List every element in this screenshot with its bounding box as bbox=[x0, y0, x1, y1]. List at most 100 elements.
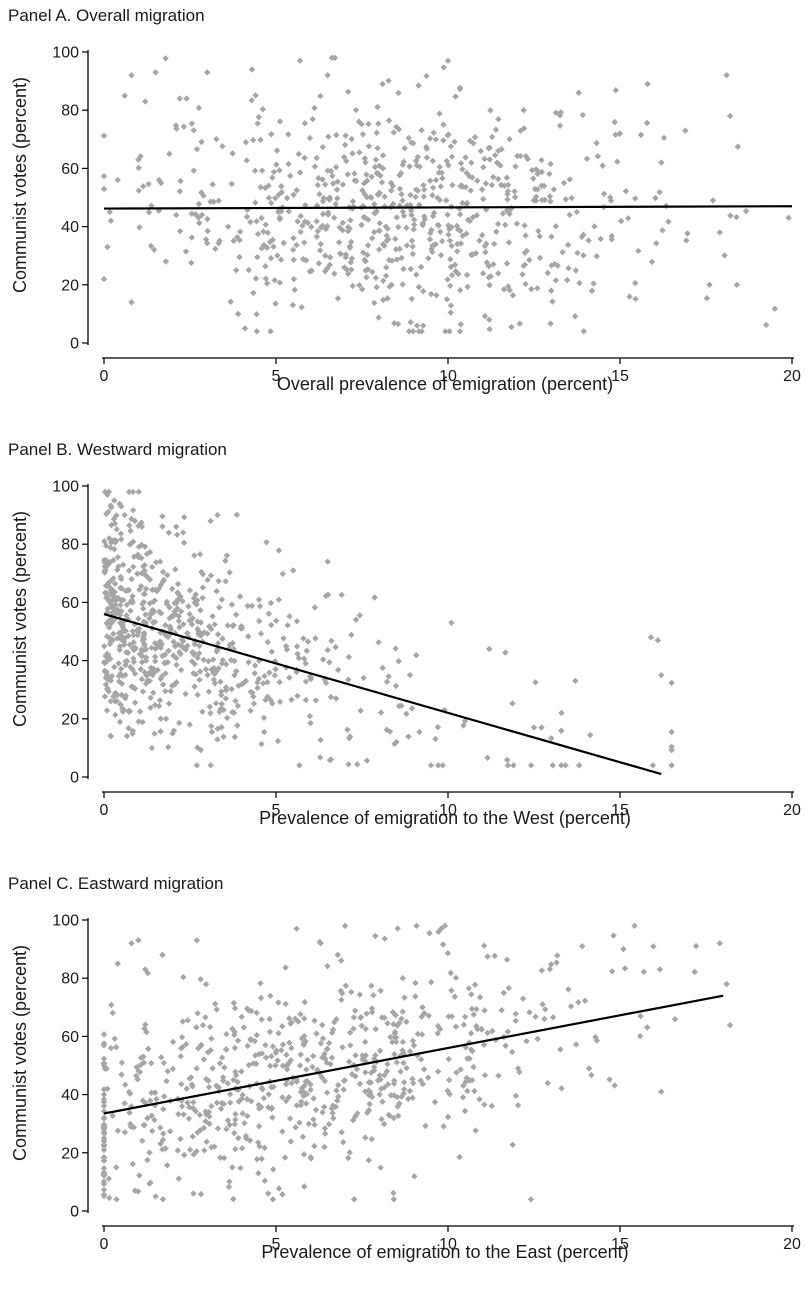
data-point bbox=[166, 150, 173, 158]
data-point bbox=[592, 1033, 599, 1041]
data-point bbox=[181, 513, 188, 521]
data-point bbox=[207, 517, 214, 525]
data-point bbox=[384, 1020, 391, 1027]
data-point bbox=[301, 1082, 308, 1089]
data-point bbox=[231, 1129, 238, 1137]
data-point bbox=[165, 700, 173, 707]
data-point bbox=[521, 222, 528, 229]
data-point bbox=[112, 711, 119, 719]
data-point bbox=[236, 228, 244, 235]
data-point bbox=[324, 211, 332, 218]
data-point bbox=[410, 216, 418, 223]
data-point bbox=[320, 194, 327, 202]
data-point bbox=[303, 1066, 310, 1073]
data-point bbox=[550, 186, 558, 193]
data-point bbox=[326, 659, 333, 666]
data-point bbox=[457, 321, 464, 328]
data-point bbox=[231, 733, 239, 741]
data-point bbox=[419, 219, 427, 227]
data-point bbox=[683, 237, 690, 244]
data-point bbox=[112, 1044, 120, 1051]
data-point bbox=[471, 1087, 478, 1095]
data-point bbox=[451, 993, 458, 1000]
data-point bbox=[235, 1134, 242, 1142]
data-point bbox=[134, 551, 142, 558]
data-point bbox=[422, 1122, 429, 1130]
data-point bbox=[468, 991, 475, 998]
data-point bbox=[114, 960, 121, 967]
data-point bbox=[411, 1173, 418, 1180]
data-point bbox=[444, 276, 451, 283]
data-point bbox=[384, 295, 391, 302]
data-point bbox=[434, 1068, 442, 1075]
data-point bbox=[465, 985, 473, 992]
data-point bbox=[318, 1074, 326, 1081]
data-point bbox=[158, 1054, 165, 1061]
data-point bbox=[403, 710, 410, 717]
data-point bbox=[420, 181, 427, 189]
data-point bbox=[419, 288, 427, 295]
data-point bbox=[197, 976, 204, 983]
x-tick-label: 5 bbox=[272, 1236, 281, 1253]
data-point bbox=[530, 724, 538, 731]
data-point bbox=[457, 182, 464, 190]
data-point bbox=[440, 64, 447, 71]
data-point bbox=[178, 1033, 186, 1041]
data-point bbox=[336, 250, 344, 257]
data-point bbox=[626, 293, 633, 300]
data-point bbox=[386, 283, 393, 290]
data-point bbox=[491, 952, 498, 960]
fit-line-group bbox=[103, 205, 793, 210]
data-point bbox=[549, 1014, 557, 1021]
data-point bbox=[447, 143, 455, 150]
data-point bbox=[329, 1109, 336, 1117]
data-point bbox=[367, 193, 374, 201]
data-point bbox=[356, 1080, 364, 1088]
data-point bbox=[109, 1009, 116, 1017]
data-point bbox=[272, 617, 280, 624]
data-point bbox=[350, 1014, 358, 1021]
data-point bbox=[484, 754, 491, 762]
data-point bbox=[262, 1041, 269, 1049]
data-point bbox=[261, 1177, 269, 1185]
x-tick-label: 20 bbox=[783, 802, 801, 819]
data-point bbox=[566, 176, 574, 183]
data-point bbox=[285, 160, 292, 168]
data-point bbox=[306, 713, 314, 720]
data-point bbox=[462, 183, 469, 191]
data-point bbox=[528, 285, 535, 293]
data-point bbox=[131, 1187, 139, 1194]
data-point bbox=[297, 1051, 304, 1058]
data-point bbox=[363, 193, 371, 201]
data-point bbox=[446, 282, 454, 289]
data-point bbox=[600, 190, 608, 198]
data-point bbox=[632, 295, 639, 303]
data-point bbox=[585, 237, 592, 244]
data-point bbox=[544, 1079, 551, 1087]
data-point bbox=[130, 658, 138, 666]
data-point bbox=[481, 1101, 488, 1108]
data-point bbox=[329, 180, 337, 187]
data-point bbox=[116, 500, 123, 507]
data-point bbox=[362, 1134, 369, 1141]
data-point bbox=[267, 254, 275, 262]
data-point bbox=[227, 656, 235, 664]
data-point bbox=[301, 1015, 308, 1022]
data-point bbox=[345, 1058, 353, 1065]
data-point bbox=[321, 1125, 329, 1132]
data-point bbox=[504, 188, 512, 195]
data-point bbox=[403, 1018, 410, 1026]
data-point bbox=[230, 237, 237, 245]
data-point bbox=[334, 295, 342, 302]
data-point bbox=[359, 249, 367, 256]
data-point bbox=[290, 191, 297, 198]
data-point bbox=[119, 623, 126, 631]
data-point bbox=[404, 1095, 412, 1103]
data-point bbox=[236, 236, 243, 244]
data-point bbox=[347, 259, 355, 266]
data-point bbox=[468, 174, 476, 181]
data-point bbox=[244, 1042, 251, 1050]
data-point bbox=[234, 702, 242, 710]
data-point bbox=[531, 185, 539, 193]
data-point bbox=[100, 1138, 108, 1145]
